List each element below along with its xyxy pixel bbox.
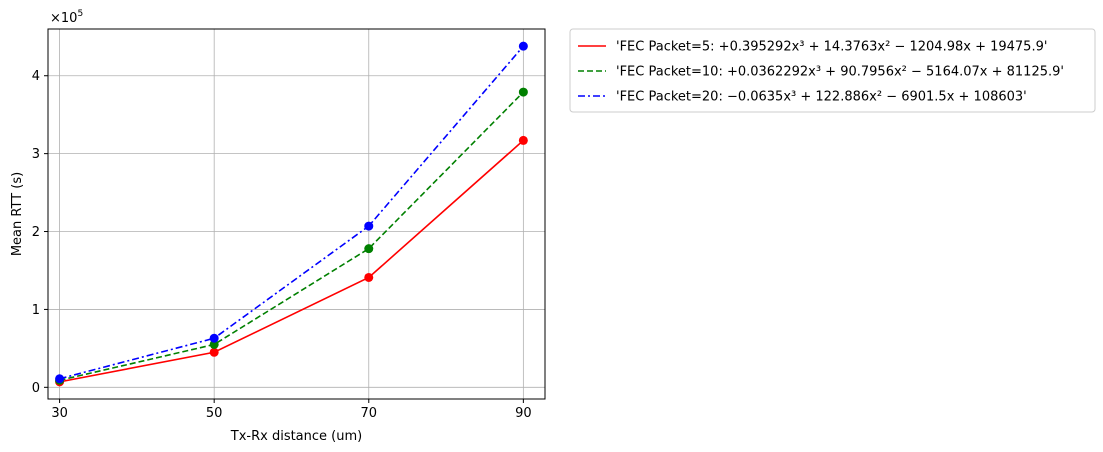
y-tick-label: 2 (32, 225, 40, 240)
y-axis-label: Mean RTT (s) (10, 172, 25, 256)
data-point-series-3 (364, 221, 374, 231)
data-point-series-1 (364, 272, 374, 282)
plot-frame (47, 28, 546, 400)
series-group (55, 41, 528, 387)
x-axis-label: Tx-Rx distance (um) (230, 429, 362, 444)
data-point-series-2 (518, 87, 528, 97)
x-tick-label: 70 (360, 406, 377, 421)
legend-label-1: 'FEC Packet=5: +0.395292x³ + 14.3763x² −… (616, 40, 1047, 55)
legend-box (569, 28, 1096, 113)
data-point-series-1 (518, 135, 528, 145)
series-line-2 (59, 91, 524, 382)
legend: 'FEC Packet=5: +0.395292x³ + 14.3763x² −… (569, 28, 1096, 113)
data-point-series-3 (518, 41, 528, 51)
ticks: 30 50 70 90 0 1 2 3 4 (32, 69, 532, 421)
data-point-series-1 (209, 347, 219, 357)
data-point-series-3 (55, 374, 65, 384)
legend-label-3: 'FEC Packet=20: −0.0635x³ + 122.886x² − … (616, 90, 1027, 105)
y-tick-label: 0 (32, 381, 40, 396)
plot-area (48, 29, 545, 399)
legend-label-2: 'FEC Packet=10: +0.0362292x³ + 90.7956x²… (616, 65, 1064, 80)
y-tick-label: 4 (32, 69, 40, 84)
series-line-3 (59, 45, 524, 380)
data-point-series-2 (364, 244, 374, 254)
y-tick-label: 3 (32, 147, 40, 162)
x-tick-label: 90 (515, 406, 532, 421)
y-tick-label: 1 (32, 303, 40, 318)
grid (48, 29, 545, 399)
y-scale-multiplier: ×105 (50, 9, 83, 26)
data-point-series-2 (209, 339, 219, 349)
series-line-1 (59, 139, 524, 383)
data-point-series-3 (209, 333, 219, 343)
x-tick-label: 30 (51, 406, 68, 421)
x-tick-label: 50 (206, 406, 223, 421)
